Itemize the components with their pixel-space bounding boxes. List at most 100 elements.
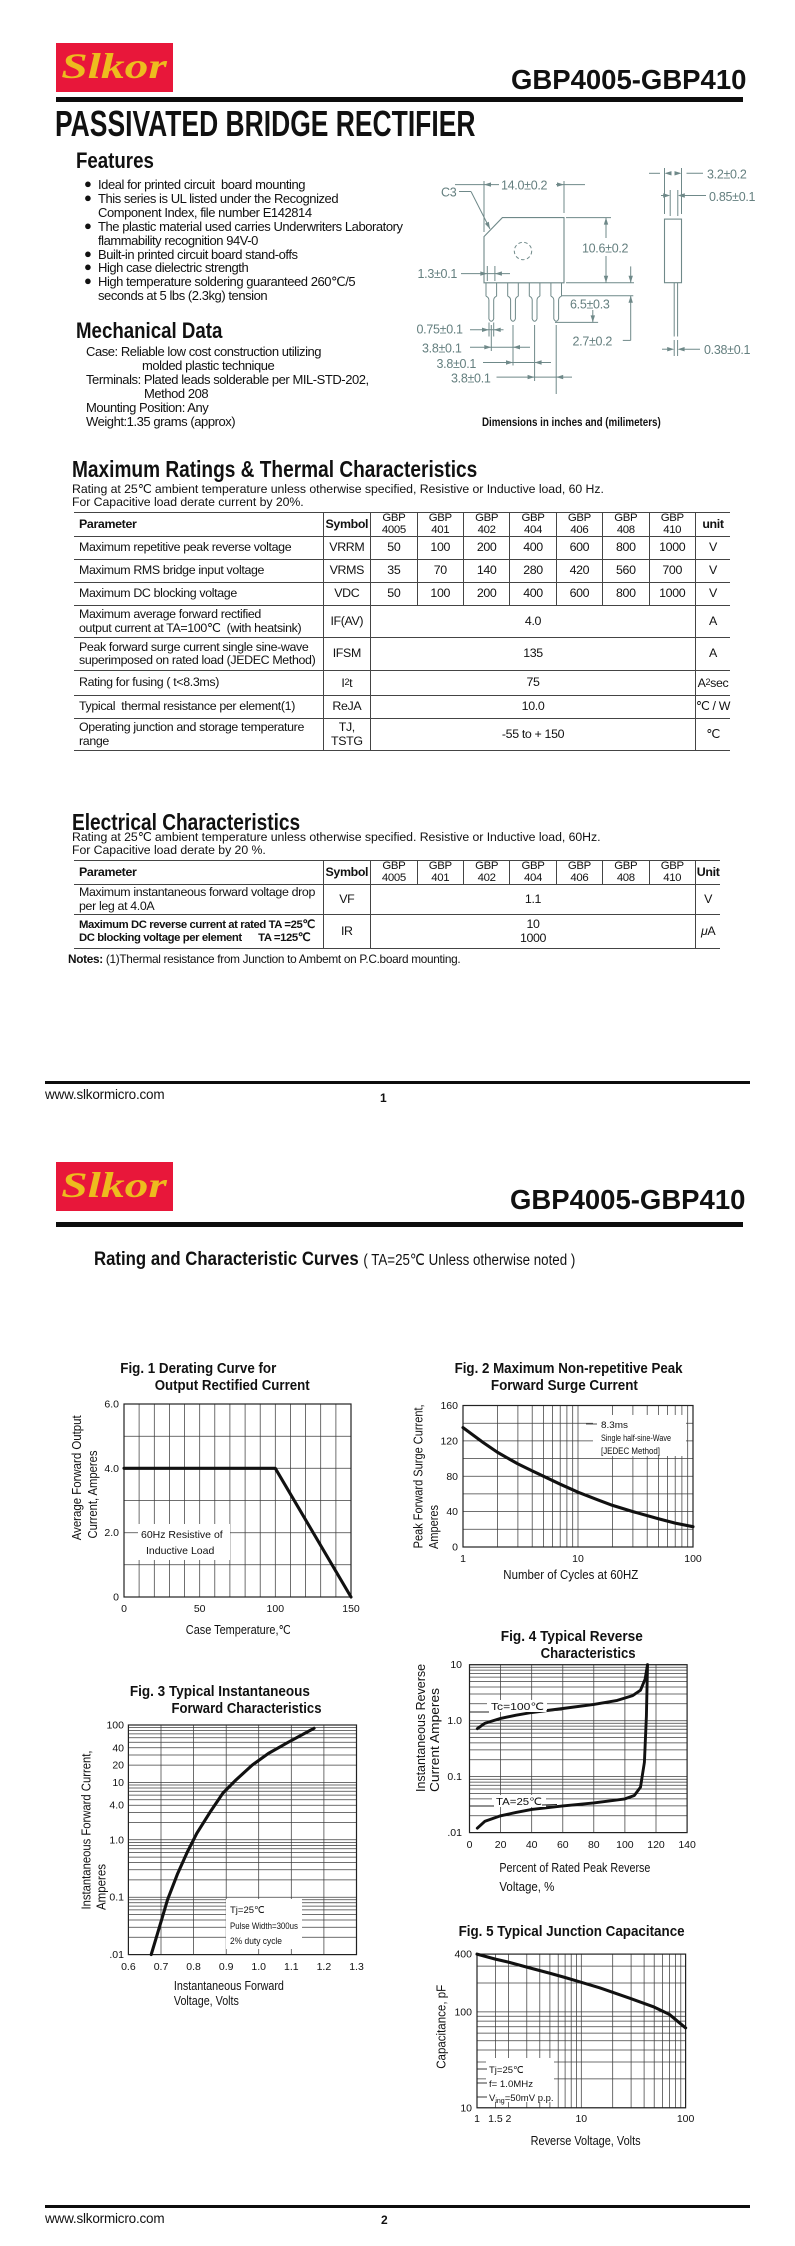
- svg-text:4.0: 4.0: [109, 1800, 124, 1812]
- svg-text:1.5: 1.5: [488, 2113, 503, 2125]
- svg-text:0.6: 0.6: [121, 1961, 136, 1973]
- svg-text:10: 10: [112, 1777, 124, 1789]
- svg-text:0.7: 0.7: [154, 1961, 169, 1973]
- svg-text:2: 2: [505, 2113, 511, 2125]
- svg-text:100: 100: [616, 1839, 634, 1851]
- svg-text:8.3ms: 8.3ms: [601, 1420, 628, 1431]
- svg-text:10: 10: [450, 1659, 462, 1671]
- svg-text:Forward Surge Current: Forward Surge Current: [491, 1378, 638, 1394]
- svg-text:10.6±0.2: 10.6±0.2: [582, 242, 629, 256]
- svg-text:Tj=25℃: Tj=25℃: [489, 2065, 524, 2076]
- svg-text:40: 40: [112, 1742, 124, 1754]
- svg-text:2% duty cycle: 2% duty cycle: [230, 1936, 282, 1947]
- svg-text:TA=25℃: TA=25℃: [496, 1797, 542, 1808]
- svg-text:0.8: 0.8: [186, 1961, 201, 1973]
- svg-text:80: 80: [446, 1471, 458, 1483]
- svg-text:Forward Characteristics: Forward Characteristics: [172, 1701, 322, 1717]
- svg-text:40: 40: [446, 1506, 458, 1518]
- svg-text:Fig. 3 Typical Instantaneous: Fig. 3 Typical Instantaneous: [130, 1684, 310, 1700]
- svg-text:1: 1: [474, 2113, 480, 2125]
- svg-text:Output Rectified Current: Output Rectified Current: [155, 1378, 310, 1394]
- svg-text:120: 120: [440, 1435, 458, 1447]
- svg-text:0: 0: [452, 1542, 458, 1554]
- svg-text:Instantaneous Forward: Instantaneous Forward: [174, 1979, 284, 1993]
- svg-text:100: 100: [106, 1720, 124, 1732]
- svg-text:Fig. 4 Typical Reverse: Fig. 4 Typical Reverse: [501, 1629, 643, 1645]
- svg-text:Ving=50mV p.p.: Ving=50mV p.p.: [489, 2093, 554, 2105]
- svg-text:Amperes: Amperes: [94, 1864, 108, 1910]
- svg-text:Single half-sine-Wave: Single half-sine-Wave: [601, 1433, 671, 1444]
- svg-text:0.1: 0.1: [447, 1771, 462, 1783]
- svg-text:1.0: 1.0: [447, 1715, 462, 1727]
- svg-text:1: 1: [460, 1553, 466, 1565]
- svg-text:40: 40: [526, 1839, 538, 1851]
- svg-text:100: 100: [677, 2113, 695, 2125]
- svg-text:400: 400: [454, 1949, 472, 1961]
- svg-text:1.0: 1.0: [251, 1961, 266, 1973]
- svg-text:Tc=100℃: Tc=100℃: [491, 1702, 544, 1713]
- svg-text:Current Amperes: Current Amperes: [428, 1688, 442, 1792]
- svg-text:1.2: 1.2: [317, 1961, 332, 1973]
- svg-text:Voltage, %: Voltage, %: [499, 1880, 554, 1894]
- svg-text:120: 120: [647, 1839, 665, 1851]
- svg-text:0.9: 0.9: [219, 1961, 234, 1973]
- svg-text:80: 80: [588, 1839, 600, 1851]
- svg-text:0.75±0.1: 0.75±0.1: [417, 323, 464, 337]
- svg-text:Instantaneous Forward Current,: Instantaneous Forward Current,: [80, 1751, 94, 1910]
- svg-text:150: 150: [342, 1603, 360, 1615]
- svg-text:2.7±0.2: 2.7±0.2: [573, 335, 613, 349]
- svg-text:3.8±0.1: 3.8±0.1: [451, 372, 491, 386]
- svg-text:1.3±0.1: 1.3±0.1: [418, 267, 458, 281]
- svg-text:20: 20: [495, 1839, 507, 1851]
- svg-text:0.1: 0.1: [109, 1892, 124, 1904]
- svg-text:Voltage, Volts: Voltage, Volts: [174, 1994, 239, 2008]
- svg-text:160: 160: [440, 1400, 458, 1412]
- svg-text:100: 100: [454, 2006, 472, 2018]
- svg-text:Characteristics: Characteristics: [541, 1646, 636, 1662]
- svg-text:6.5±0.3: 6.5±0.3: [570, 298, 610, 312]
- svg-text:[JEDEC Method]: [JEDEC Method]: [601, 1446, 660, 1457]
- svg-text:1.1: 1.1: [284, 1961, 299, 1973]
- svg-text:20: 20: [112, 1760, 124, 1772]
- svg-text:1.0: 1.0: [109, 1834, 124, 1846]
- svg-text:.01: .01: [447, 1827, 462, 1839]
- svg-text:Average Forward Output: Average Forward Output: [70, 1415, 84, 1540]
- svg-text:0: 0: [467, 1839, 473, 1851]
- svg-text:10: 10: [575, 2113, 587, 2125]
- svg-text:f= 1.0MHz: f= 1.0MHz: [489, 2079, 533, 2090]
- svg-text:60Hz Resistive of: 60Hz Resistive of: [141, 1529, 223, 1541]
- svg-text:0: 0: [113, 1592, 119, 1604]
- svg-text:3.8±0.1: 3.8±0.1: [422, 342, 462, 356]
- svg-text:Peak Forward Surge Current,: Peak Forward Surge Current,: [412, 1404, 426, 1548]
- svg-text:4.0: 4.0: [104, 1463, 119, 1475]
- svg-text:Instantaneous Reverse: Instantaneous Reverse: [414, 1664, 428, 1792]
- svg-text:C3: C3: [441, 186, 457, 200]
- svg-text:0.38±0.1: 0.38±0.1: [704, 343, 751, 357]
- svg-text:100: 100: [267, 1603, 285, 1615]
- svg-text:Fig. 1 Derating Curve for: Fig. 1 Derating Curve for: [120, 1361, 276, 1377]
- svg-text:Tj=25℃: Tj=25℃: [230, 1905, 265, 1916]
- svg-text:Capacitance, pF: Capacitance, pF: [434, 1984, 448, 2068]
- svg-text:0.85±0.1: 0.85±0.1: [709, 190, 756, 204]
- svg-text:Pulse Width=300us: Pulse Width=300us: [230, 1921, 298, 1932]
- svg-text:Inductive Load: Inductive Load: [146, 1545, 214, 1557]
- svg-text:50: 50: [194, 1603, 206, 1615]
- svg-text:.01: .01: [109, 1949, 124, 1961]
- svg-text:Fig. 5 Typical Junction Capaci: Fig. 5 Typical Junction Capacitance: [459, 1924, 685, 1940]
- svg-text:140: 140: [678, 1839, 696, 1851]
- svg-text:Fig. 2 Maximum Non-repetitive: Fig. 2 Maximum Non-repetitive Peak: [455, 1361, 684, 1377]
- svg-text:10: 10: [460, 2102, 472, 2114]
- svg-text:2.0: 2.0: [104, 1527, 119, 1539]
- svg-text:Reverse Voltage, Volts: Reverse Voltage, Volts: [531, 2134, 641, 2148]
- svg-text:100: 100: [684, 1553, 702, 1565]
- svg-text:10: 10: [572, 1553, 584, 1565]
- svg-text:14.0±0.2: 14.0±0.2: [501, 179, 548, 193]
- svg-text:Current, Amperes: Current, Amperes: [86, 1451, 100, 1539]
- svg-text:0: 0: [121, 1603, 127, 1615]
- svg-text:Amperes: Amperes: [427, 1505, 441, 1549]
- svg-text:3.8±0.1: 3.8±0.1: [437, 357, 477, 371]
- svg-text:Percent of Rated Peak Reverse: Percent of Rated Peak Reverse: [499, 1861, 650, 1875]
- svg-text:6.0: 6.0: [104, 1399, 119, 1411]
- svg-text:1.3: 1.3: [349, 1961, 364, 1973]
- svg-text:60: 60: [557, 1839, 569, 1851]
